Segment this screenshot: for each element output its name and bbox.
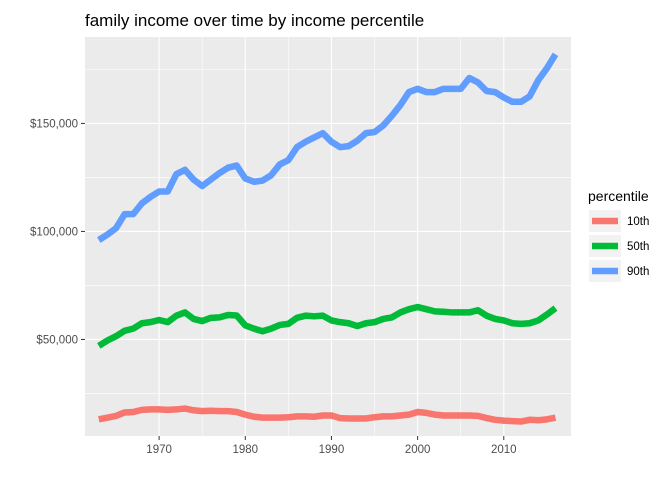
y-tick-label: $150,000: [30, 118, 78, 130]
y-tick-label: $50,000: [36, 334, 78, 346]
series-lines: [97, 52, 559, 425]
y-tick-label: $100,000: [30, 226, 78, 238]
x-tick-label: 1970: [146, 444, 172, 456]
legend-label-10th: 10th: [627, 216, 649, 228]
x-tick-label: 2000: [405, 444, 431, 456]
series-line-10th: [98, 405, 557, 425]
series-line-90th: [97, 52, 559, 243]
x-tick-label: 1990: [319, 444, 345, 456]
x-tick-label: 2010: [491, 444, 517, 456]
axes: 1970 1980 1990 2000 2010 $50,000 $100,000 $150,…: [30, 118, 517, 456]
grid-lines: [85, 37, 571, 436]
series-line-50th: [97, 303, 558, 349]
legend-label-50th: 50th: [627, 241, 649, 253]
chart-title: family income over time by income percen…: [85, 11, 424, 30]
plot-panel: [85, 37, 571, 436]
legend-label-90th: 90th: [627, 266, 649, 278]
legend: percentile 10th 50th 90th: [588, 188, 649, 282]
legend-title: percentile: [588, 188, 649, 204]
x-tick-label: 1980: [232, 444, 258, 456]
